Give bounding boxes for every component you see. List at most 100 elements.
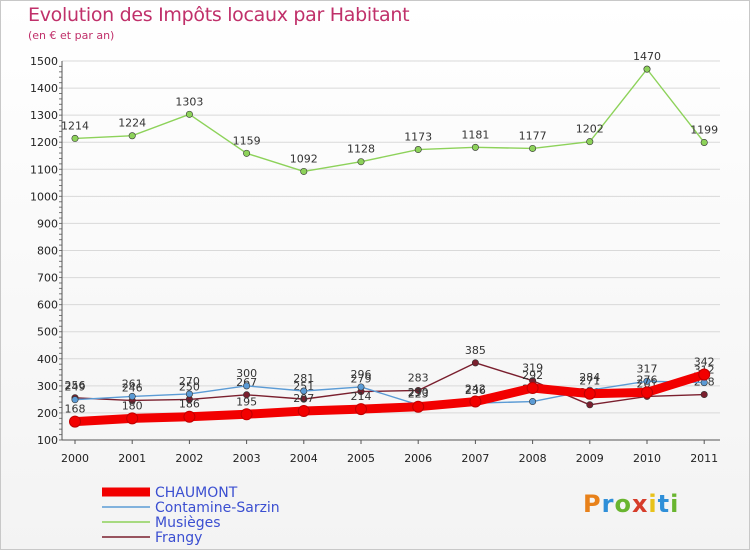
series-line-musi-ges [74,68,705,173]
data-label-frangy: 246 [122,381,143,394]
data-point-musi-ges [71,134,79,142]
data-point-contamine-sarzin [71,396,79,404]
y-tick-label: 1100 [30,163,58,176]
data-label-musi-ges: 1224 [118,117,146,130]
data-label-musi-ges: 1214 [61,119,89,132]
series-line-contamine-sarzin [74,380,705,406]
data-label-chaumont: 342 [694,355,715,368]
data-label-chaumont: 180 [122,399,143,412]
data-point-musi-ges [243,149,251,157]
data-point-musi-ges [128,132,136,140]
legend-item-musi-ges: Musièges [102,515,221,531]
data-point-frangy [700,391,708,399]
data-label-chaumont: 292 [522,369,543,382]
x-tick-label: 2001 [118,452,146,465]
data-point-chaumont [641,386,653,399]
data-point-musi-ges [300,167,308,175]
x-tick-label: 2008 [519,452,547,465]
y-tick-label: 300 [37,380,58,393]
y-tick-label: 1500 [30,55,58,68]
data-point-chaumont [240,408,253,421]
data-label-contamine-sarzin: 270 [179,375,200,388]
legend-item-chaumont: CHAUMONT [102,485,238,501]
y-tick-label: 1200 [30,136,58,149]
data-point-frangy [471,359,479,367]
data-label-frangy: 283 [408,371,429,384]
data-label-musi-ges: 1092 [290,152,318,165]
data-point-chaumont [69,415,81,428]
logo-letter: t [657,490,671,518]
data-label-musi-ges: 1159 [233,134,261,147]
logo-letter: i [670,490,680,518]
data-point-contamine-sarzin [529,398,537,406]
x-tick-label: 2006 [404,452,432,465]
y-tick-label: 1300 [30,109,58,122]
series-musi-ges: 1214 1224 1303 1159 1092 1128 1173 1181 1177 1202… [61,50,718,175]
data-point-chaumont [297,405,310,418]
data-point-musi-ges [643,65,651,73]
data-label-frangy: 256 [65,379,86,392]
data-label-contamine-sarzin: 284 [579,371,600,384]
data-point-musi-ges [586,138,594,146]
data-point-frangy [586,401,594,409]
data-label-chaumont: 223 [408,388,429,401]
legend-item-contamine-sarzin: Contamine-Sarzin [102,500,280,516]
data-point-musi-ges [414,146,422,154]
data-label-musi-ges: 1173 [404,131,432,144]
data-label-contamine-sarzin: 236 [465,384,486,397]
data-point-musi-ges [529,144,537,152]
data-point-musi-ges [185,110,193,118]
data-label-contamine-sarzin: 249 [65,381,86,394]
data-label-musi-ges: 1181 [461,128,489,141]
data-label-musi-ges: 1303 [175,95,203,108]
data-point-chaumont [698,368,711,381]
y-tick-label: 1400 [30,82,58,95]
x-tick-label: 2000 [61,452,89,465]
x-tick-label: 2010 [633,452,661,465]
data-label-musi-ges: 1177 [519,129,547,142]
x-tick-label: 2003 [233,452,261,465]
legend-label-chaumont: CHAUMONT [155,485,238,501]
y-tick-label: 1000 [30,190,58,203]
data-label-chaumont: 186 [179,398,200,411]
x-tick-label: 2002 [175,452,203,465]
data-label-chaumont: 242 [465,383,486,396]
logo-letter: i [648,490,658,518]
logo-letter: P [583,490,602,518]
data-point-musi-ges [357,158,365,166]
legend-label-contamine-sarzin: Contamine-Sarzin [155,500,280,516]
y-tick-label: 900 [37,217,58,230]
data-label-chaumont: 214 [351,390,372,403]
data-label-musi-ges: 1199 [690,123,718,136]
legend-label-frangy: Frangy [155,530,202,546]
data-point-chaumont [355,403,367,416]
data-label-contamine-sarzin: 281 [293,372,314,385]
chart-title: Evolution des Impôts locaux par Habitant [28,4,410,26]
y-tick-label: 600 [37,299,58,312]
data-point-contamine-sarzin [243,382,251,390]
data-point-chaumont [526,382,539,395]
logo-letter: r [601,490,615,518]
series-line-frangy [74,362,705,406]
data-label-frangy: 385 [465,344,486,357]
data-point-contamine-sarzin [128,392,136,400]
x-tick-label: 2005 [347,452,375,465]
data-point-chaumont [412,400,425,413]
x-tick-label: 2007 [461,452,489,465]
y-tick-label: 800 [37,245,58,258]
x-tick-label: 2009 [576,452,604,465]
data-label-chaumont: 168 [65,403,86,416]
data-label-contamine-sarzin: 317 [637,362,658,375]
chart-subtitle: (en € et par an) [28,29,115,42]
data-label-frangy: 267 [236,376,257,389]
data-point-chaumont [469,395,482,408]
data-label-chaumont: 276 [637,373,658,386]
y-tick-label: 700 [37,272,58,285]
data-point-frangy [243,391,251,399]
data-label-musi-ges: 1470 [633,50,661,63]
data-label-frangy: 279 [351,373,372,386]
logo-letter: o [614,490,632,518]
data-point-contamine-sarzin [185,390,193,398]
